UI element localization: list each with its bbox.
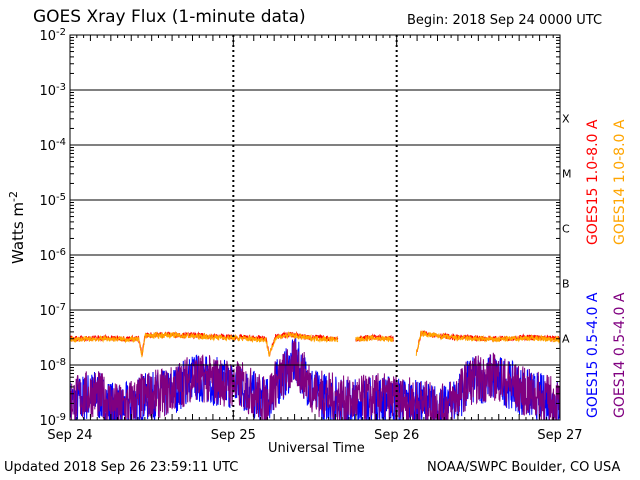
legend-entry: GOES15 0.5-4.0 A [585,292,601,418]
updated-timestamp: Updated 2018 Sep 26 23:59:11 UTC [4,460,239,475]
x-tick-label: Sep 26 [374,428,419,443]
flare-class-label: A [562,333,570,346]
chart-title: GOES Xray Flux (1-minute data) [33,7,306,27]
y-tick-label: 10-3 [39,82,66,100]
x-tick-label: Sep 27 [537,428,582,443]
y-tick-label: 10-9 [39,412,66,430]
series-line [70,339,560,420]
y-axis-label: Watts m-2 [7,191,28,264]
flare-class-label: M [562,168,572,181]
begin-time: Begin: 2018 Sep 24 0000 UTC [407,13,603,28]
credit-text: NOAA/SWPC Boulder, CO USA [427,460,621,475]
flare-class-label: X [562,113,570,126]
y-tick-label: 10-8 [39,357,66,375]
legend-entry: GOES14 0.5-4.0 A [612,292,628,418]
x-tick-label: Sep 24 [47,428,92,443]
y-tick-label: 10-6 [39,247,66,265]
flare-class-label: B [562,278,570,291]
y-tick-label: 10-4 [39,137,66,155]
legend-entry: GOES14 1.0-8.0 A [612,119,628,245]
flare-class-label: C [562,223,570,236]
x-tick-label: Sep 25 [211,428,256,443]
plot-area [70,35,560,420]
y-tick-label: 10-2 [39,27,66,45]
x-axis-label: Universal Time [268,441,365,456]
series-line [70,329,560,358]
y-tick-label: 10-5 [39,192,66,210]
legend-entry: GOES15 1.0-8.0 A [585,119,601,245]
y-tick-label: 10-7 [39,302,66,320]
